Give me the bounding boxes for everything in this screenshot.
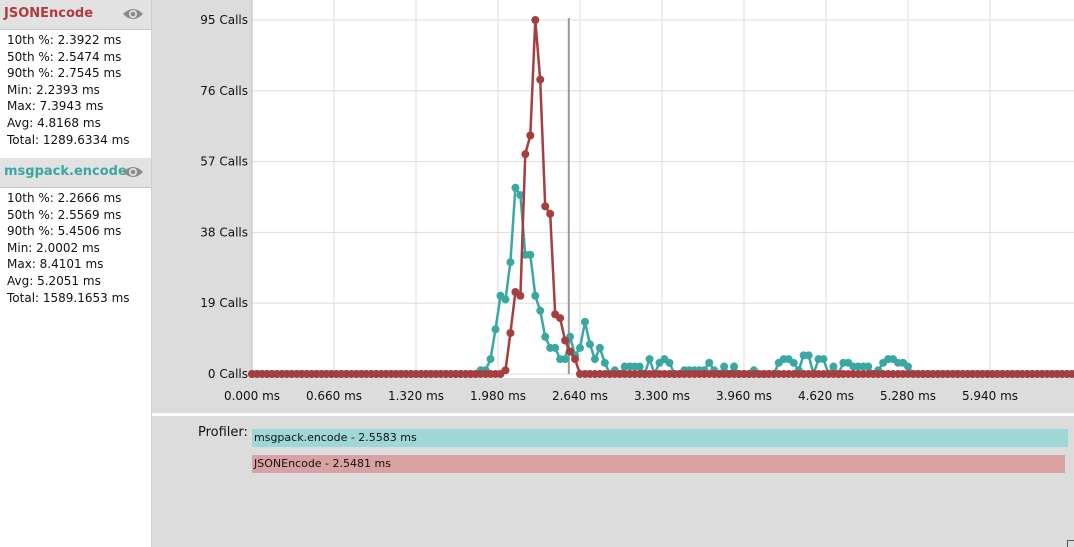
profiler-bar-msgpack[interactable]: msgpack.encode - 2.5583 ms [252, 429, 1068, 447]
data-point [1068, 370, 1074, 378]
chart-svg: 0 Calls 19 Calls 38 Calls 57 Calls 76 Calls 9… [200, 0, 1074, 403]
stats-panel: JSONEncode 10th %: 2.3922 ms 50th %: 2.5… [0, 0, 152, 547]
y-tick-label: 95 Calls [200, 13, 248, 27]
data-point [536, 306, 545, 315]
y-tick-label: 19 Calls [200, 296, 248, 310]
x-tick-label: 3.960 ms [716, 389, 772, 403]
data-point [665, 358, 674, 367]
stats-block-json: JSONEncode 10th %: 2.3922 ms 50th %: 2.5… [0, 0, 151, 148]
data-point [705, 358, 714, 367]
stat-line: Total: 1589.1653 ms [7, 290, 130, 305]
stat-line: Max: 8.4101 ms [7, 257, 104, 272]
histogram-chart[interactable]: 0 Calls 19 Calls 38 Calls 57 Calls 76 Calls 9… [152, 0, 1074, 413]
stat-line: 50th %: 2.5474 ms [7, 49, 122, 64]
data-point [501, 366, 510, 375]
stat-line: 10th %: 2.3922 ms [7, 33, 122, 47]
stats-title-json: JSONEncode [4, 6, 94, 21]
y-tick-label: 57 Calls [200, 155, 248, 169]
data-point [486, 355, 495, 364]
data-point [580, 317, 589, 326]
x-tick-label: 1.980 ms [470, 389, 526, 403]
stat-line: 90th %: 2.7545 ms [7, 66, 122, 81]
data-point [566, 347, 575, 356]
eye-icon[interactable] [122, 6, 144, 22]
data-point [819, 355, 828, 364]
data-point [511, 183, 520, 192]
data-point [864, 362, 873, 371]
data-point [521, 150, 530, 159]
x-tick-label: 3.300 ms [634, 389, 690, 403]
panel-divider[interactable] [152, 413, 1074, 416]
data-point [531, 291, 540, 300]
data-point [585, 340, 594, 349]
x-tick-label: 1.320 ms [388, 389, 444, 403]
data-point [531, 16, 540, 24]
stat-line: Max: 7.3943 ms [7, 99, 104, 114]
x-tick-label: 5.280 ms [880, 389, 936, 403]
data-point [829, 362, 838, 371]
stats-header-json: JSONEncode [0, 0, 151, 30]
resize-handle-icon[interactable] [1067, 540, 1074, 547]
stat-line: Min: 2.2393 ms [7, 82, 100, 97]
data-point [789, 358, 798, 367]
y-tick-label: 76 Calls [200, 84, 248, 98]
data-point [556, 314, 565, 323]
data-point [730, 362, 739, 371]
data-point [600, 358, 609, 367]
data-point [526, 131, 535, 140]
data-point [904, 362, 912, 371]
x-tick-label: 4.620 ms [798, 389, 854, 403]
data-point [561, 355, 570, 364]
eye-icon[interactable] [122, 164, 144, 180]
data-point [541, 332, 550, 341]
stats-header-msgpack: msgpack.encode [0, 158, 151, 188]
data-point [516, 291, 525, 300]
data-point [506, 329, 515, 338]
data-point [551, 343, 560, 352]
stat-line: 10th %: 2.2666 ms [7, 191, 122, 205]
data-point [561, 336, 570, 345]
data-point [501, 295, 510, 304]
x-tick-label: 5.940 ms [962, 389, 1018, 403]
data-point [720, 362, 729, 371]
stats-title-msgpack: msgpack.encode [4, 164, 127, 179]
data-point [576, 343, 584, 352]
data-point [645, 355, 654, 364]
x-tick-label: 0.000 ms [224, 389, 280, 403]
profiler-bar-json[interactable]: JSONEncode - 2.5481 ms [252, 455, 1065, 473]
y-tick-label: 38 Calls [200, 225, 248, 239]
data-point [516, 191, 525, 200]
stat-line: 90th %: 5.4506 ms [7, 224, 122, 239]
data-point [491, 325, 500, 334]
plot-background [252, 0, 1074, 378]
data-point [571, 355, 580, 364]
stat-line: 50th %: 2.5569 ms [7, 207, 122, 222]
stat-line: Min: 2.0002 ms [7, 240, 100, 255]
stats-lines-msgpack: 10th %: 2.2666 ms 50th %: 2.5569 ms 90th… [0, 188, 151, 306]
data-point [590, 355, 599, 364]
x-tick-label: 2.640 ms [552, 389, 608, 403]
data-point [546, 209, 555, 218]
stat-line: Avg: 4.8168 ms [7, 115, 101, 130]
data-point [536, 75, 545, 84]
stat-line: Total: 1289.6334 ms [7, 132, 130, 147]
x-tick-label: 0.660 ms [306, 389, 362, 403]
data-point [635, 362, 644, 371]
stat-line: Avg: 5.2051 ms [7, 273, 101, 288]
stats-lines-json: 10th %: 2.3922 ms 50th %: 2.5474 ms 90th… [0, 30, 151, 148]
data-point [541, 202, 550, 211]
profiler-panel: Profiler: msgpack.encode - 2.5583 ms JSO… [152, 416, 1074, 547]
data-point [506, 258, 515, 267]
stats-block-msgpack: msgpack.encode 10th %: 2.2666 ms 50th %:… [0, 158, 151, 306]
data-point [595, 343, 604, 352]
y-tick-label: 0 Calls [208, 367, 248, 381]
data-point [526, 250, 535, 259]
profiler-label: Profiler: [198, 425, 248, 440]
data-point [804, 351, 813, 360]
